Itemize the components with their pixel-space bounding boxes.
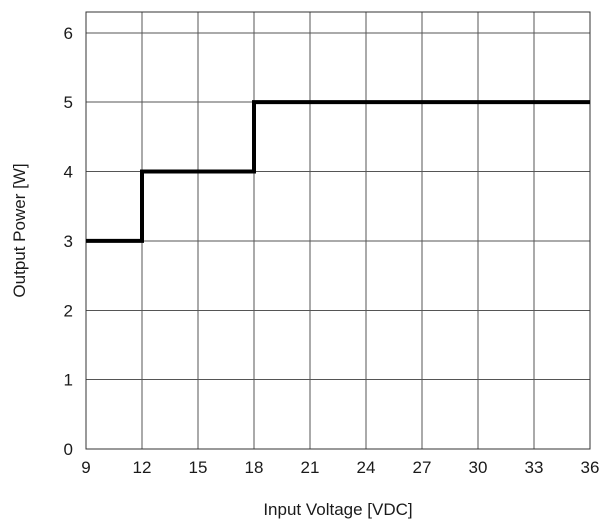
x-axis-ticks: 9 12 15 18 21 24 27 30 33 36 [81, 458, 599, 477]
x-tick-label: 24 [357, 458, 376, 477]
series-group [86, 100, 590, 243]
y-tick-label: 1 [64, 371, 73, 390]
x-tick-label: 30 [469, 458, 488, 477]
x-axis-label: Input Voltage [VDC] [263, 500, 412, 519]
grid [85, 12, 591, 450]
y-tick-label: 6 [64, 24, 73, 43]
y-axis-ticks: 0 1 2 3 4 5 6 [64, 24, 73, 459]
step-series-line [86, 100, 590, 243]
x-tick-label: 27 [413, 458, 432, 477]
y-tick-label: 3 [64, 232, 73, 251]
x-tick-label: 9 [81, 458, 90, 477]
y-tick-label: 5 [64, 93, 73, 112]
plot-frame [85, 11, 591, 450]
x-tick-label: 18 [245, 458, 264, 477]
y-tick-label: 0 [64, 440, 73, 459]
x-tick-label: 33 [525, 458, 544, 477]
x-tick-label: 15 [189, 458, 208, 477]
y-tick-label: 4 [64, 163, 73, 182]
x-tick-label: 36 [581, 458, 600, 477]
x-tick-label: 12 [133, 458, 152, 477]
y-tick-label: 2 [64, 301, 73, 320]
x-tick-label: 21 [301, 458, 320, 477]
y-axis-label: Output Power [W] [10, 163, 29, 297]
